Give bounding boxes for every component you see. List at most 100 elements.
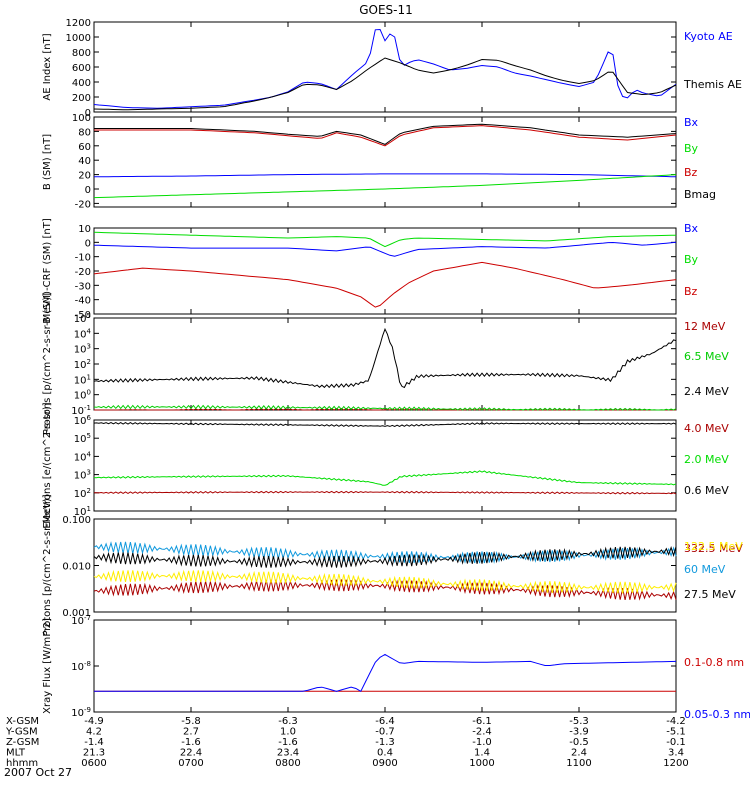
- y-tick-label: -50: [75, 310, 91, 321]
- y-tick-label: 80: [78, 127, 91, 138]
- x-row-label: MLT: [6, 748, 26, 759]
- x-row-value: -1.4: [84, 737, 104, 748]
- y-tick-label: -20: [75, 199, 91, 210]
- x-row-value: 22.4: [180, 748, 202, 759]
- y-axis-label: Electrons [e/(cm^2-s-sr)]: [42, 402, 53, 528]
- x-row-value: -6.3: [278, 716, 298, 727]
- legend-entry: Bx: [684, 116, 699, 129]
- y-tick-label: 20: [78, 171, 91, 182]
- x-row-value: -2.4: [472, 727, 492, 738]
- y-axis-label: B (SM)-CRF (SM) [nT]: [42, 218, 53, 324]
- y-tick-label: 40: [78, 156, 91, 167]
- series-line-27-5-mev: [93, 546, 677, 569]
- x-row-value: 2.7: [183, 727, 199, 738]
- y-tick-label: 600: [72, 63, 91, 74]
- x-row-label: X-GSM: [6, 716, 39, 727]
- x-row-label: Z-GSM: [6, 737, 39, 748]
- series-line-by: [93, 231, 677, 248]
- legend-entry: 0.6 MeV: [684, 484, 729, 497]
- series-line-6-5-mev: [93, 404, 677, 411]
- y-tick-label: 105: [74, 432, 91, 445]
- series-line-4-0-mev: [93, 490, 677, 495]
- x-row-value: -6.4: [375, 716, 395, 727]
- y-tick-label: -20: [75, 267, 91, 278]
- y-tick-label: -30: [75, 281, 91, 292]
- legend-entry: By: [684, 253, 699, 266]
- x-row-value: 21.3: [83, 748, 105, 759]
- figure-title: GOES-11: [359, 3, 413, 17]
- panel-protons_hi: 0.001 0.010 0.100 Protons [p/(cm^2-s-sr-MeV…: [42, 494, 743, 636]
- series-line-by: [93, 174, 677, 199]
- y-tick-label: 0: [85, 108, 91, 119]
- y-tick-label: 0.010: [62, 562, 91, 573]
- x-axis-labels: X-GSM -4.9 -5.8 -6.3 -6.4 -6.1 -5.3 -4.2 Y-GSM 4.…: [5, 716, 689, 769]
- y-tick-label: 10-8: [71, 660, 91, 673]
- x-row-value: 1200: [663, 758, 688, 769]
- x-row-label: hhmm: [6, 758, 38, 769]
- y-tick-label: 106: [74, 414, 92, 427]
- legend-entry: 6.5 MeV: [684, 350, 729, 363]
- y-tick-label: 103: [74, 469, 91, 482]
- series-line-kyoto-ae: [93, 28, 677, 109]
- y-tick-label: 103: [74, 343, 91, 356]
- series-line-0-05-0-3-nm: [94, 653, 677, 692]
- x-row-value: -0.1: [666, 737, 686, 748]
- y-tick-label: 100: [74, 389, 91, 402]
- y-tick-label: 100: [72, 113, 91, 124]
- legend-entry: 27.5 MeV: [684, 588, 736, 601]
- y-tick-label: 10: [78, 224, 91, 235]
- y-tick-label: -40: [75, 296, 91, 307]
- y-tick-label: 0: [85, 238, 91, 249]
- legend-entry: Bz: [684, 166, 698, 179]
- date-label: 2007 Oct 27: [4, 766, 72, 779]
- x-row-value: 0800: [275, 758, 300, 769]
- panel-frame: [93, 21, 677, 113]
- y-axis-label: Xray Flux [W/m^2]: [42, 618, 53, 714]
- y-axis-label: Protons [p/(cm^2-s-sr-MeV)]: [42, 293, 53, 435]
- y-tick-label: 0.100: [62, 515, 91, 526]
- legend-entry: By: [684, 142, 699, 155]
- x-row-value: -4.2: [666, 716, 686, 727]
- x-row-value: -0.5: [569, 737, 589, 748]
- series-line-bmag: [94, 123, 677, 145]
- x-row-value: -1.6: [278, 737, 298, 748]
- series-line-122-5-mev: [93, 569, 677, 595]
- y-tick-label: 1000: [66, 33, 91, 44]
- legend-entry: Bz: [684, 285, 698, 298]
- x-row-value: 2.4: [571, 748, 587, 759]
- y-tick-label: -10: [75, 253, 91, 264]
- series-line-bx: [93, 173, 677, 178]
- legend-entry: 2.0 MeV: [684, 453, 729, 466]
- y-axis-label: AE Index [nT]: [42, 33, 53, 100]
- x-row-value: 1100: [566, 758, 591, 769]
- y-tick-label: 200: [72, 93, 91, 104]
- series-line-12-mev: [94, 407, 676, 411]
- legend-entry: Themis AE: [683, 78, 742, 91]
- y-axis-label: Protons [p/(cm^2-s-sr-MeV)]: [42, 494, 53, 636]
- x-row-value: -5.1: [666, 727, 686, 738]
- y-tick-label: 1200: [66, 18, 91, 29]
- y-tick-label: 104: [74, 450, 92, 463]
- x-row-value: -5.3: [569, 716, 589, 727]
- panel-frame: [93, 419, 677, 512]
- series-line-2-4-mev: [93, 327, 677, 389]
- x-row-value: 0700: [178, 758, 203, 769]
- y-tick-label: 0: [85, 185, 91, 196]
- legend-entry: 60 MeV: [684, 563, 726, 576]
- x-row-value: 1.0: [280, 727, 296, 738]
- y-tick-label: 101: [74, 373, 91, 386]
- legend-entry: Kyoto AE: [684, 30, 733, 43]
- x-row-value: -1.3: [375, 737, 395, 748]
- y-axis-label: B (SM) [nT]: [42, 134, 53, 190]
- x-row-value: 0900: [372, 758, 397, 769]
- y-tick-label: 0.001: [62, 608, 91, 619]
- panel-ae: 0 200 400 600 800 1000 1200 AE Index [nT] Kyoto …: [42, 18, 742, 119]
- legend-entry: 122.5 MeV: [684, 540, 743, 553]
- x-row-value: 1000: [469, 758, 494, 769]
- series-line-bz: [93, 261, 677, 308]
- series-line-bz: [94, 125, 677, 147]
- legend-entry: 2.4 MeV: [684, 385, 729, 398]
